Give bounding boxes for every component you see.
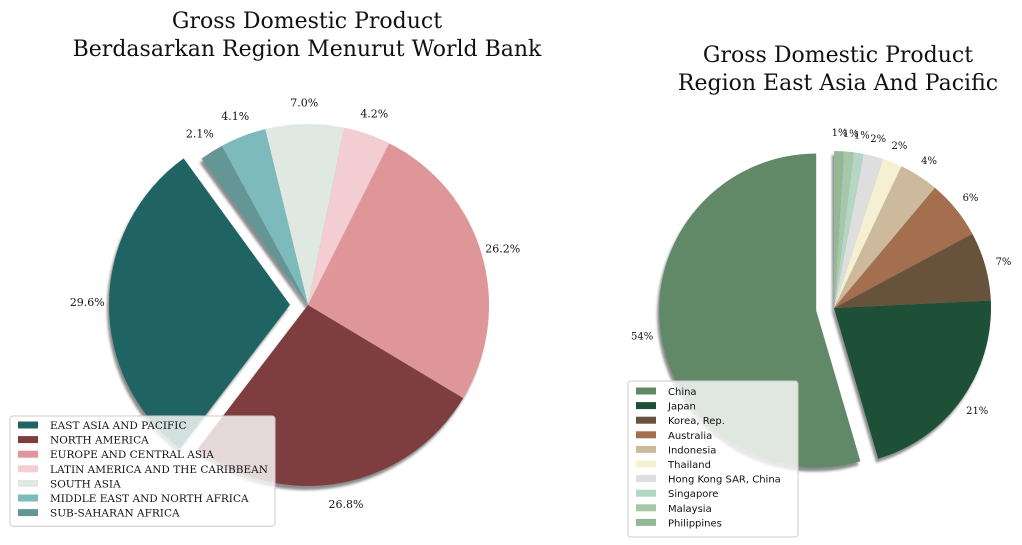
- chart2-title-line2: Region East Asia And Pacific: [678, 71, 998, 96]
- c1-slice-east-asia-and-pacific: [108, 158, 291, 449]
- c2-legend-label-hong-kong-sar-china: Hong Kong SAR, China: [668, 475, 781, 486]
- c1-label-middle-east-and-north-africa: 4.1%: [221, 110, 249, 123]
- c2-slice-thailand: [834, 158, 902, 308]
- c2-label-malaysia: 1%: [843, 129, 859, 140]
- c2-legend-label-indonesia: Indonesia: [668, 445, 716, 456]
- c1-legend-swatch-europe-and-central-asia: [18, 450, 38, 458]
- c2-label-china: 54%: [631, 332, 653, 343]
- chart1-title-line2: Berdasarkan Region Menurut World Bank: [73, 37, 542, 62]
- c1-label-south-asia: 7.0%: [290, 96, 318, 109]
- c2-legend-swatch-thailand: [636, 460, 656, 468]
- c1-label-europe-and-central-asia: 26.2%: [485, 242, 520, 255]
- c2-label-korea-rep: 7%: [996, 257, 1012, 268]
- c2-label-japan: 21%: [966, 406, 988, 417]
- c1-slice-europe-and-central-asia: [308, 143, 489, 399]
- c2-legend-label-thailand: Thailand: [667, 460, 711, 471]
- c1-slice-south-asia: [265, 123, 345, 305]
- chart1-legend: EAST ASIA AND PACIFIC NORTH AMERICA EUROPE…: [9, 415, 276, 527]
- c1-label-sub-saharan-africa: 2.1%: [186, 128, 214, 141]
- c2-legend-swatch-singapore: [636, 489, 656, 497]
- c2-legend-label-philippines: Philippines: [668, 518, 722, 529]
- c2-legend-label-singapore: Singapore: [668, 489, 718, 500]
- c2-label-hong-kong-sar-china: 2%: [870, 134, 886, 145]
- chart2-title-line1: Gross Domestic Product: [703, 43, 973, 68]
- c2-legend-swatch-malaysia: [636, 504, 656, 512]
- c2-legend-frame: [627, 380, 799, 538]
- c1-legend-label-sub-saharan-africa: SUB-SAHARAN AFRICA: [50, 508, 180, 520]
- c2-label-australia: 6%: [963, 193, 979, 204]
- c2-slice-singapore: [834, 152, 864, 308]
- chart2-legend: China Japan Korea, Rep. Australia Indonesia T…: [627, 380, 799, 538]
- c2-slice-philippines: [834, 151, 844, 308]
- c1-legend-label-south-asia: SOUTH ASIA: [50, 478, 121, 490]
- c2-legend-swatch-australia: [636, 431, 656, 439]
- c1-legend-label-europe-and-central-asia: EUROPE AND CENTRAL ASIA: [50, 449, 214, 461]
- c2-label-philippines: 1%: [832, 128, 848, 139]
- c2-label-thailand: 2%: [891, 141, 907, 152]
- c1-legend-swatch-east-asia-and-pacific: [18, 421, 38, 429]
- c1-slice-latin-america-and-the-caribbean: [308, 127, 390, 306]
- c1-legend-swatch-south-asia: [18, 479, 38, 487]
- c2-legend-swatch-hong-kong-sar-china: [636, 475, 656, 483]
- c1-label-east-asia-and-pacific: 29.6%: [70, 296, 105, 309]
- c2-slice-korea-rep: [834, 233, 991, 308]
- c1-legend-frame: [9, 415, 276, 527]
- c2-slice-hong-kong-sar-china: [834, 153, 883, 308]
- c2-legend-label-australia: Australia: [668, 431, 712, 442]
- c1-slice-sub-saharan-africa: [201, 145, 308, 305]
- c2-slice-japan: [834, 300, 991, 459]
- c2-label-singapore: 1%: [854, 130, 870, 141]
- c2-legend-label-korea-rep: Korea, Rep.: [668, 416, 725, 427]
- c1-legend-label-east-asia-and-pacific: EAST ASIA AND PACIFIC: [50, 420, 187, 432]
- pie-chart-region-gdp: Gross Domestic Product Berdasarkan Regio…: [9, 9, 542, 527]
- c2-label-indonesia: 4%: [921, 156, 937, 167]
- c1-legend-label-north-america: NORTH AMERICA: [50, 435, 149, 447]
- c2-slice-malaysia: [834, 151, 854, 308]
- c2-legend-label-japan: Japan: [667, 402, 696, 413]
- c1-legend-swatch-middle-east-and-north-africa: [18, 494, 38, 502]
- pie-chart-east-asia-gdp: Gross Domestic Product Region East Asia …: [627, 43, 1012, 538]
- c2-legend-label-china: China: [668, 387, 697, 398]
- c1-legend-swatch-north-america: [18, 436, 38, 444]
- chart1-title-line1: Gross Domestic Product: [172, 9, 442, 34]
- c1-legend-label-latin-america-and-the-caribbean: LATIN AMERICA AND THE CARIBBEAN: [50, 464, 268, 476]
- c1-slice-middle-east-and-north-africa: [221, 129, 308, 305]
- c1-legend-swatch-sub-saharan-africa: [18, 509, 38, 517]
- c1-legend-swatch-latin-america-and-the-caribbean: [18, 465, 38, 473]
- c1-legend-label-middle-east-and-north-africa: MIDDLE EAST AND NORTH AFRICA: [50, 493, 249, 505]
- c2-legend-swatch-korea-rep: [636, 416, 656, 424]
- c1-label-north-america: 26.8%: [329, 498, 364, 511]
- c2-legend-swatch-philippines: [636, 518, 656, 526]
- c1-label-latin-america-and-the-caribbean: 4.2%: [360, 107, 388, 120]
- c2-legend-label-malaysia: Malaysia: [668, 504, 712, 515]
- c2-slice-indonesia: [834, 166, 935, 308]
- c2-legend-swatch-indonesia: [636, 445, 656, 453]
- c2-legend-swatch-japan: [636, 402, 656, 410]
- c2-legend-swatch-china: [636, 387, 656, 395]
- c2-slice-australia: [834, 187, 973, 308]
